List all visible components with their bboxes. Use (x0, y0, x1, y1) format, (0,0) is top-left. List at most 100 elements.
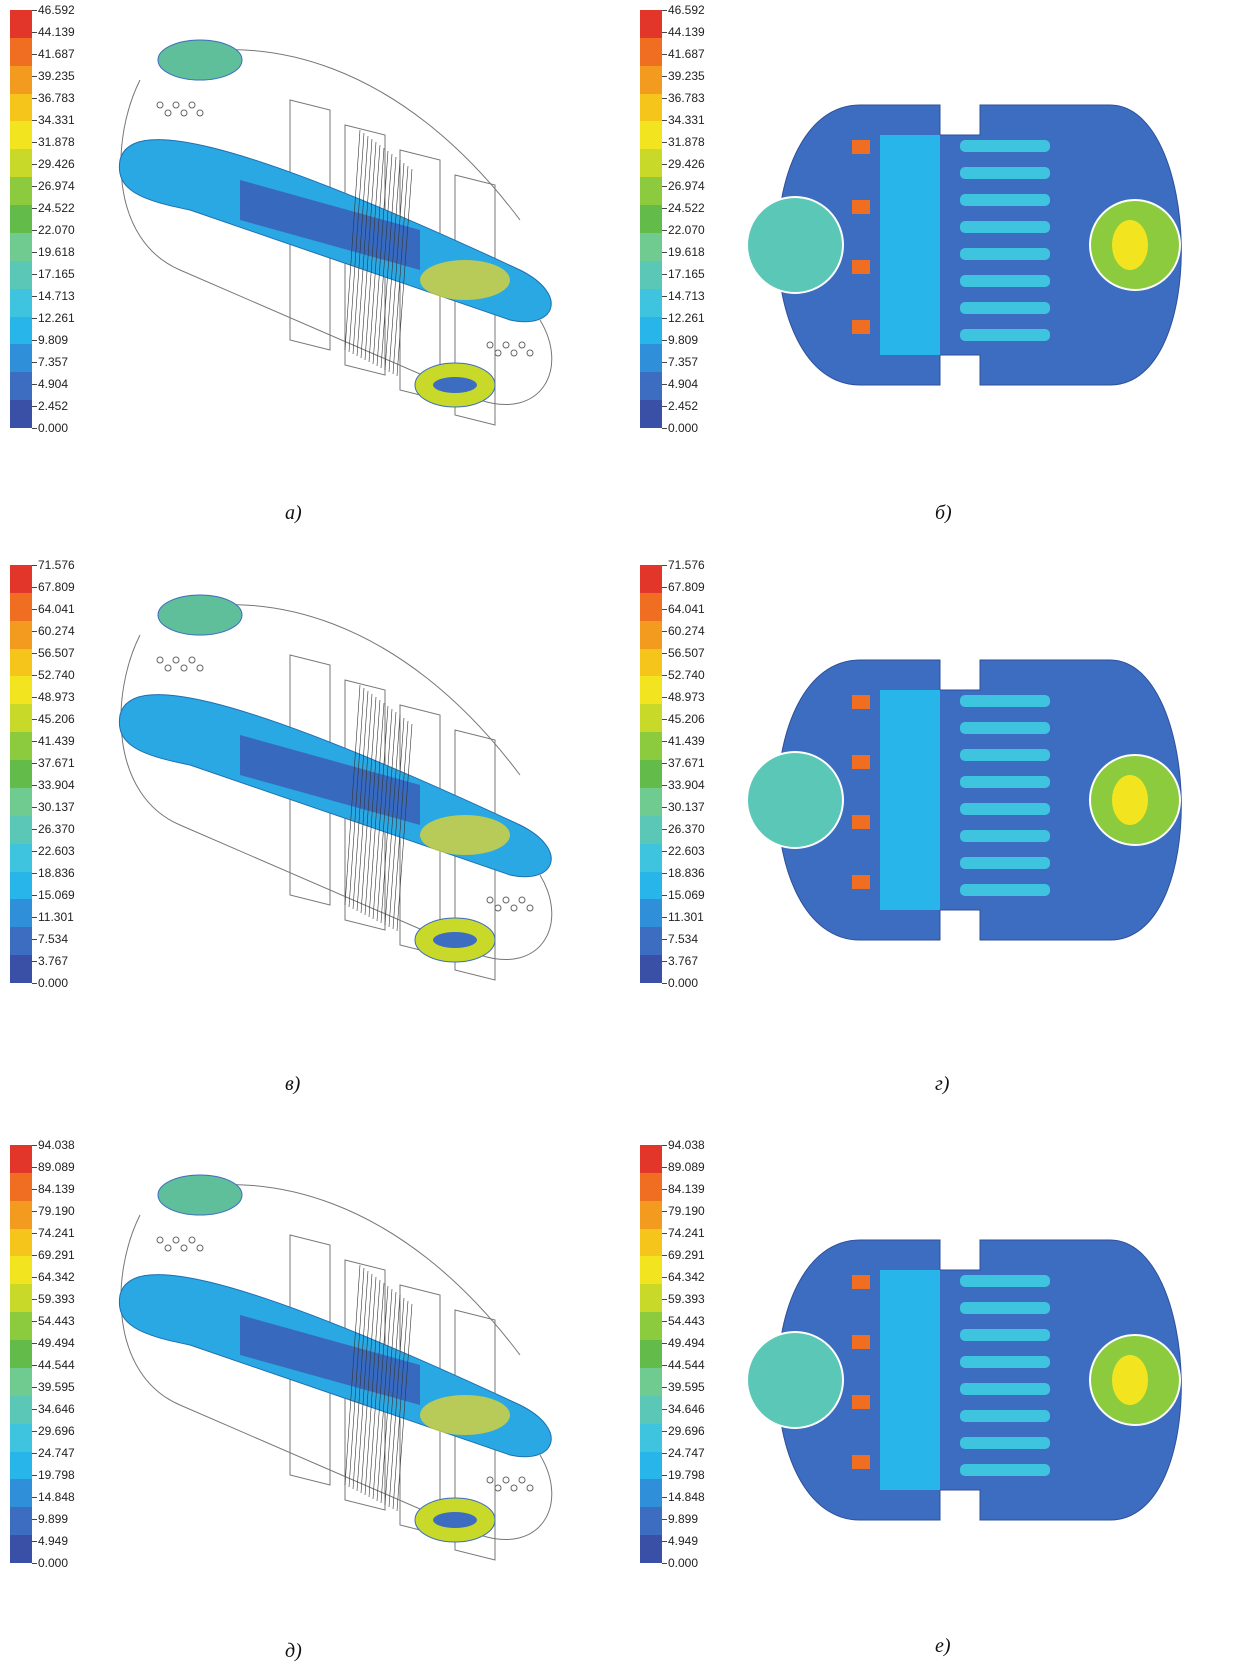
legend-label: 0.000 (668, 1556, 699, 1570)
legend-swatch (10, 1312, 32, 1340)
hot-slot (852, 320, 870, 334)
legend-swatch (10, 1201, 32, 1229)
legend-swatch (10, 66, 32, 94)
legend-label: 30.137 (668, 800, 705, 814)
color-legend: 94.038 89.089 84.139 79.190 74.241 69.291 64.3… (10, 1139, 130, 1605)
legend-tick (662, 1431, 667, 1432)
legend-swatch (10, 1507, 32, 1535)
legend-swatch (640, 66, 662, 94)
legend-label: 18.836 (668, 866, 705, 880)
legend-label: 9.899 (38, 1512, 69, 1526)
legend-swatch (640, 1424, 662, 1452)
legend-swatch (10, 1424, 32, 1452)
legend-label: 41.687 (38, 47, 75, 61)
chamber-outline (777, 659, 1182, 941)
legend-label: 24.522 (668, 201, 705, 215)
legend-swatch (10, 317, 32, 344)
legend-label: 26.974 (38, 179, 75, 193)
legend-label: 29.426 (668, 157, 705, 171)
legend-label: 12.261 (668, 311, 705, 325)
channel (960, 1383, 1050, 1395)
legend-label: 46.592 (668, 3, 705, 17)
legend-swatch (10, 344, 32, 372)
legend-label: 7.534 (668, 932, 699, 946)
legend-swatch (10, 1368, 32, 1396)
channel (960, 1275, 1050, 1287)
legend-label: 49.494 (668, 1336, 705, 1350)
channel (960, 194, 1050, 206)
tube-bundle (344, 684, 413, 932)
channel (960, 776, 1050, 788)
legend-label: 0.000 (38, 976, 69, 990)
right-port-core (1112, 1355, 1148, 1405)
legend-swatch (640, 704, 662, 732)
legend-tick (662, 164, 667, 165)
channel (960, 695, 1050, 707)
legend-label: 44.139 (38, 25, 75, 39)
legend-label: 34.646 (668, 1402, 705, 1416)
legend-label: 64.342 (38, 1270, 75, 1284)
legend-tick (32, 384, 37, 385)
legend-label: 74.241 (668, 1226, 705, 1240)
legend-label: 26.974 (668, 179, 705, 193)
inlet-section (157, 39, 243, 81)
legend-swatch (640, 1145, 662, 1173)
legend-tick (32, 1233, 37, 1234)
legend-tick (662, 98, 667, 99)
legend-label: 36.783 (668, 91, 705, 105)
legend-label: 46.592 (38, 3, 75, 17)
legend-tick (662, 362, 667, 363)
legend-tick (662, 120, 667, 121)
legend-tick (32, 1145, 37, 1146)
legend-tick (662, 961, 667, 962)
hot-slot (852, 260, 870, 274)
legend-label: 44.544 (38, 1358, 75, 1372)
legend-swatch (10, 676, 32, 704)
channel (960, 830, 1050, 842)
legend-label: 59.393 (668, 1292, 705, 1306)
legend-label: 60.274 (38, 624, 75, 638)
top-view (746, 659, 1182, 941)
legend-label: 22.603 (38, 844, 75, 858)
legend-label: 7.534 (38, 932, 69, 946)
legend-tick (662, 587, 667, 588)
legend-label: 31.878 (668, 135, 705, 149)
legend-swatch (640, 844, 662, 872)
frame-outline (289, 99, 331, 351)
legend-tick (32, 362, 37, 363)
legend-tick (662, 1343, 667, 1344)
color-legend: 71.576 67.809 64.041 60.274 56.507 52.740 48.9… (10, 559, 130, 1025)
legend-label: 11.301 (38, 910, 74, 924)
channel (960, 167, 1050, 179)
legend-tick (32, 252, 37, 253)
caption-v: в) (285, 1073, 301, 1095)
channel (960, 1329, 1050, 1341)
hot-slot (852, 200, 870, 214)
channel (960, 275, 1050, 287)
channel (960, 140, 1050, 152)
channel (960, 1356, 1050, 1368)
legend-label: 30.137 (38, 800, 75, 814)
legend-swatch (10, 1173, 32, 1201)
legend-tick (662, 1475, 667, 1476)
legend-swatch (10, 1479, 32, 1507)
hot-spot (420, 815, 510, 855)
legend-label: 37.671 (668, 756, 705, 770)
legend-swatch (640, 816, 662, 844)
legend-tick (32, 274, 37, 275)
legend-tick (662, 384, 667, 385)
legend-tick (662, 296, 667, 297)
hot-slot (852, 815, 870, 829)
legend-swatch (640, 10, 662, 38)
chamber-outline (777, 1239, 1182, 1521)
right-port-core (1112, 775, 1148, 825)
legend-label: 2.452 (668, 399, 699, 413)
legend-label: 33.904 (668, 778, 705, 792)
legend-tick (662, 1387, 667, 1388)
legend-tick (662, 318, 667, 319)
legend-label: 34.646 (38, 1402, 75, 1416)
legend-label: 52.740 (668, 668, 705, 682)
legend-tick (662, 675, 667, 676)
legend-tick (32, 587, 37, 588)
left-port (746, 196, 844, 294)
